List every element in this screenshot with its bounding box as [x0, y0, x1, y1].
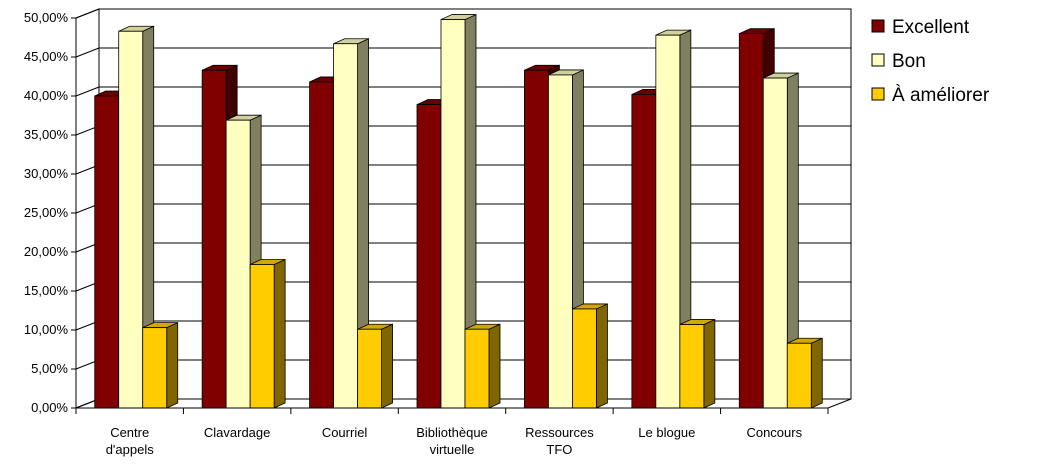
bar-front [94, 95, 120, 409]
legend-label: Excellent [892, 17, 970, 38]
bar-front [762, 77, 788, 409]
x-axis: Centre d'appels Clavardage Courriel Biblioth… [75, 407, 829, 457]
bar--am-liorer [572, 303, 608, 409]
bar-front [309, 81, 334, 409]
bar-side [596, 303, 608, 409]
y-tick-label: 10,00% [24, 322, 69, 337]
y-tick-label: 35,00% [24, 127, 69, 142]
bar-bon [762, 72, 799, 409]
y-tick-label: 20,00% [24, 244, 69, 259]
bar-front [142, 327, 168, 409]
bar-front [572, 308, 597, 409]
legend-swatch [871, 53, 885, 67]
y-tick-label: 0,00% [31, 400, 68, 415]
x-tick-label: Concours [746, 425, 802, 440]
y-tick-label: 5,00% [31, 361, 68, 376]
bar-front [548, 74, 573, 409]
bar--am-liorer [357, 323, 393, 409]
gridline-side [75, 8, 100, 19]
bar-front [440, 19, 466, 409]
x-tick-label: Le blogue [638, 425, 695, 440]
bar-front [631, 94, 657, 409]
bar-side [488, 323, 501, 409]
legend-label: À améliorer [892, 85, 990, 106]
bar-side [381, 323, 393, 409]
bar-front [357, 328, 382, 409]
bar--am-liorer [464, 323, 501, 409]
x-tick-label: Bibliothèque virtuelle [416, 425, 488, 457]
bar-side [810, 337, 823, 409]
bar-front [249, 264, 275, 409]
bar-front [201, 69, 227, 409]
bars [94, 13, 823, 409]
y-tick-label: 25,00% [24, 205, 69, 220]
bar-bon [333, 38, 369, 409]
bar-front [786, 342, 812, 409]
bar-bon [655, 29, 692, 409]
bar-front [655, 34, 681, 409]
y-tick-label: 15,00% [24, 283, 69, 298]
bar-front [738, 33, 764, 409]
bar-front [225, 119, 251, 409]
bar-side [166, 322, 179, 409]
bar-front [416, 104, 442, 409]
bar-side [703, 318, 716, 409]
legend: Excellent Bon À améliorer [871, 17, 990, 106]
x-tick-label: Courriel [322, 425, 368, 440]
bar--am-liorer [249, 258, 286, 409]
x-tick-label: Ressources TFO [525, 425, 594, 457]
legend-swatch [871, 19, 885, 33]
legend-swatch [871, 87, 885, 101]
bar-front [464, 328, 490, 409]
y-tick-label: 50,00% [24, 10, 69, 25]
bar--am-liorer [679, 318, 716, 409]
bar-front [679, 324, 705, 409]
x-tick-label: Centre d'appels [106, 425, 155, 457]
x-tick-label: Clavardage [204, 425, 271, 440]
bar--am-liorer [142, 322, 179, 409]
bar--am-liorer [786, 337, 823, 409]
bar-front [118, 30, 144, 409]
bar-bon [118, 25, 155, 409]
gridline-side [75, 86, 100, 97]
y-tick-label: 45,00% [24, 49, 69, 64]
legend-label: Bon [892, 51, 926, 72]
bar-side [273, 258, 286, 409]
y-tick-label: 30,00% [24, 166, 69, 181]
gridline-side [75, 47, 100, 58]
y-axis: 0,00% 5,00% 10,00% 15,00% 20,00% 25,00% 30,00%… [24, 10, 77, 415]
bar-front [333, 43, 358, 409]
bar-front [524, 69, 549, 409]
y-tick-label: 40,00% [24, 88, 69, 103]
